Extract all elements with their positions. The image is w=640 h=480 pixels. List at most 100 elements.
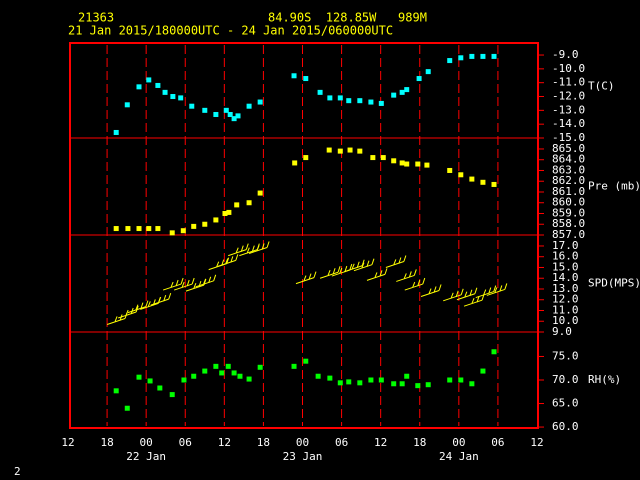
barb-stroke xyxy=(217,259,236,267)
data-point xyxy=(337,148,343,154)
x-tick-label: 00 xyxy=(296,436,309,449)
data-point xyxy=(357,148,363,154)
data-point xyxy=(425,382,431,388)
barb-stroke xyxy=(413,269,417,276)
barb-stroke xyxy=(308,273,312,280)
barb-stroke xyxy=(443,294,462,302)
data-point xyxy=(246,200,252,206)
data-point xyxy=(291,363,297,369)
data-point xyxy=(223,107,229,113)
barb-stroke xyxy=(438,284,442,291)
data-point xyxy=(399,160,405,166)
data-point xyxy=(237,373,243,379)
data-point xyxy=(113,388,119,394)
barb-stroke xyxy=(361,262,365,268)
barb-stroke xyxy=(403,273,407,279)
y-axis-label: Pre (mb) xyxy=(588,180,640,193)
data-point xyxy=(346,379,352,385)
barb-stroke xyxy=(412,281,416,288)
barb-stroke xyxy=(384,268,388,275)
wind-barb xyxy=(353,258,375,272)
data-point xyxy=(170,94,176,100)
data-point xyxy=(327,95,333,101)
barb-stroke xyxy=(193,282,197,289)
barb-stroke xyxy=(140,302,159,310)
barb-stroke xyxy=(162,283,182,291)
data-point xyxy=(458,172,464,178)
x-tick-label: 12 xyxy=(530,436,543,449)
wind-barb xyxy=(366,268,388,281)
y-tick-label: 861.0 xyxy=(552,185,585,198)
wind-barb xyxy=(217,254,239,267)
data-point xyxy=(246,376,252,382)
wind-barb xyxy=(385,255,407,268)
y-tick-label: 857.0 xyxy=(552,228,585,241)
x-tick-label: 18 xyxy=(257,436,270,449)
data-point xyxy=(202,368,208,374)
data-point xyxy=(181,377,187,383)
barb-stroke xyxy=(504,283,508,290)
data-point xyxy=(146,226,152,232)
data-point xyxy=(317,89,323,95)
y-tick-label: 859.0 xyxy=(552,206,585,219)
day-label: 23 Jan xyxy=(283,450,323,463)
barb-stroke xyxy=(474,287,478,294)
data-point xyxy=(169,230,175,236)
data-point xyxy=(125,226,131,232)
barb-stroke xyxy=(181,281,185,288)
barb-stroke xyxy=(463,299,483,307)
barb-stroke xyxy=(483,289,487,295)
y-tick-label: -10.0 xyxy=(552,62,585,75)
barb-stroke xyxy=(332,268,336,275)
barb-stroke xyxy=(246,247,250,253)
data-point xyxy=(235,113,241,119)
barb-stroke xyxy=(127,306,147,314)
data-point xyxy=(424,162,430,168)
data-point xyxy=(378,377,384,383)
data-point xyxy=(469,381,475,387)
data-point xyxy=(292,160,298,166)
barb-stroke xyxy=(225,258,229,264)
barb-stroke xyxy=(393,259,397,265)
data-point xyxy=(155,226,161,232)
data-point xyxy=(136,374,142,380)
data-point xyxy=(447,167,453,173)
barb-stroke xyxy=(361,259,365,266)
period: 21 Jan 2015/180000UTC - 24 Jan 2015/0600… xyxy=(68,24,393,38)
barb-stroke xyxy=(170,281,174,288)
barb-stroke xyxy=(337,266,341,273)
x-tick-label: 12 xyxy=(374,436,387,449)
y-tick-label: 865.0 xyxy=(552,142,585,155)
barb-stroke xyxy=(396,274,415,282)
wind-barb xyxy=(174,277,195,291)
barb-stroke xyxy=(313,271,317,278)
wind-barb xyxy=(396,269,417,282)
barb-stroke xyxy=(266,241,270,248)
data-point xyxy=(469,176,475,182)
data-point xyxy=(357,98,363,104)
data-point xyxy=(491,53,497,59)
barb-stroke xyxy=(339,267,343,274)
barb-stroke xyxy=(356,261,360,268)
data-point xyxy=(155,82,161,88)
barb-stroke xyxy=(191,277,195,285)
wind-barb xyxy=(475,285,497,299)
data-point xyxy=(157,385,163,391)
barb-stroke xyxy=(185,284,205,292)
barb-stroke xyxy=(428,288,432,294)
data-point xyxy=(303,155,309,161)
data-point xyxy=(231,370,237,376)
barb-stroke xyxy=(499,285,503,292)
barb-stroke xyxy=(195,280,214,288)
wind-barb xyxy=(443,288,464,302)
data-point xyxy=(225,363,231,369)
data-point xyxy=(213,363,219,369)
data-point xyxy=(124,102,130,108)
y-tick-label: 10.0 xyxy=(552,314,579,327)
barb-stroke xyxy=(256,245,260,251)
barb-stroke xyxy=(239,249,258,257)
barb-stroke xyxy=(344,265,363,273)
barb-stroke xyxy=(353,264,373,272)
barb-stroke xyxy=(398,257,402,264)
barb-stroke xyxy=(417,279,421,287)
